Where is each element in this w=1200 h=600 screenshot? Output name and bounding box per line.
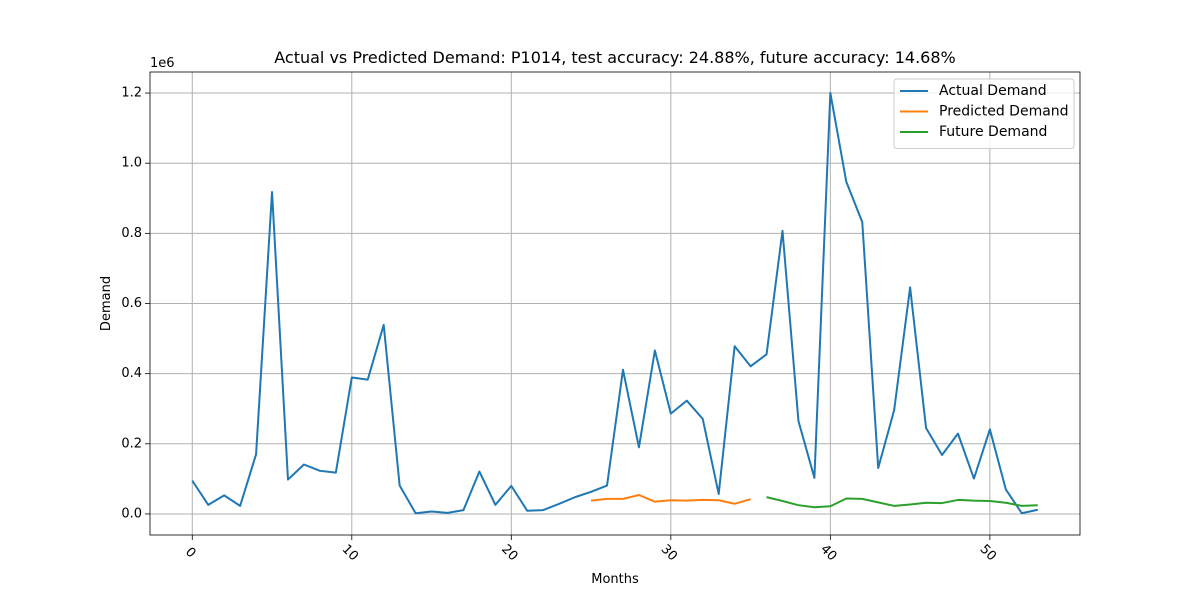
chart-title: Actual vs Predicted Demand: P1014, test … xyxy=(274,48,956,67)
series-line-future-demand xyxy=(766,496,1038,509)
data-series xyxy=(191,92,1038,515)
y-tick-label: 0.6 xyxy=(121,296,142,311)
legend-label: Predicted Demand xyxy=(939,104,1069,120)
y-tick-label: 0.2 xyxy=(121,436,142,451)
legend-items: Actual Demand Predicted Demand Future Dema… xyxy=(900,83,1069,140)
legend-label: Future Demand xyxy=(939,124,1047,140)
x-axis-title: Months xyxy=(591,572,639,587)
y-tick-label: 0.8 xyxy=(121,226,142,241)
legend-label: Actual Demand xyxy=(939,83,1047,99)
grid-lines xyxy=(150,72,1080,535)
y-tick-label: 1.2 xyxy=(121,86,142,101)
y-tick-label: 1.0 xyxy=(121,156,142,171)
legend-box xyxy=(893,78,1075,149)
y-axis-offset-label: 1e6 xyxy=(150,56,175,71)
y-axis-title: Demand xyxy=(99,276,114,331)
series-line-predicted-demand xyxy=(590,494,751,505)
legend: Actual Demand Predicted Demand Future Dema… xyxy=(893,78,1075,149)
series-line-actual-demand xyxy=(191,92,1038,515)
y-tick-label: 0.0 xyxy=(121,506,142,521)
y-tick-label: 0.4 xyxy=(121,366,142,381)
